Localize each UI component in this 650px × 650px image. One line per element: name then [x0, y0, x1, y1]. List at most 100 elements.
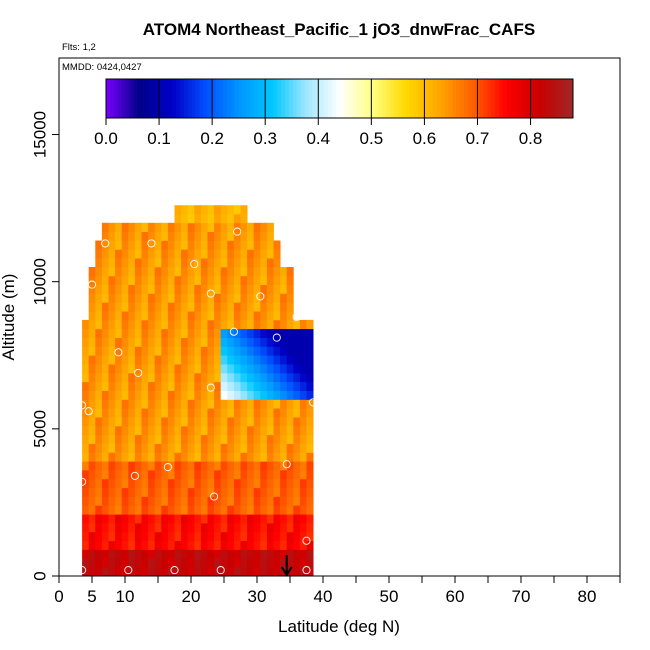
heatmap-cell	[220, 231, 228, 241]
heatmap-cell	[286, 319, 294, 330]
heatmap-cell	[148, 267, 156, 277]
heatmap-cell	[220, 505, 228, 515]
heatmap-cell	[128, 337, 136, 347]
heatmap-cell	[207, 258, 215, 268]
heatmap-cell	[154, 293, 162, 303]
heatmap-cell	[273, 355, 281, 365]
heatmap-cell	[306, 372, 314, 383]
colorbar-tick-label: 0.7	[466, 129, 490, 148]
heatmap-cell	[266, 284, 274, 294]
heatmap-cell	[280, 408, 288, 418]
heatmap-cell	[233, 293, 241, 303]
heatmap-cell	[187, 284, 195, 294]
heatmap-cell	[187, 275, 195, 285]
heatmap-cell	[128, 443, 136, 453]
heatmap-cell	[253, 408, 261, 418]
flight-track-point	[282, 460, 291, 469]
colorbar-segment	[495, 79, 500, 118]
heatmap-cell	[194, 514, 202, 524]
heatmap-cell	[128, 505, 136, 515]
heatmap-cell	[108, 443, 116, 453]
heatmap-cell	[233, 408, 241, 418]
heatmap-cell	[266, 505, 274, 515]
colorbar-segment	[253, 79, 259, 118]
heatmap-cell	[233, 514, 241, 524]
heatmap-cell	[115, 399, 123, 409]
heatmap-cell	[128, 417, 136, 427]
heatmap-cell	[286, 487, 294, 497]
heatmap-cell	[141, 425, 149, 436]
heatmap-cell	[273, 302, 281, 312]
flight-track-point	[256, 292, 265, 301]
heatmap-cell	[253, 417, 261, 427]
heatmap-cell	[167, 267, 175, 277]
colorbar-segment	[487, 79, 492, 118]
heatmap-cell	[82, 461, 90, 471]
y-axis-label: Altitude (m)	[0, 274, 18, 361]
heatmap-cell	[134, 496, 142, 506]
colorbar-segment	[285, 79, 290, 118]
heatmap-cell	[154, 558, 162, 568]
heatmap-cell	[220, 284, 228, 294]
heatmap-cell	[286, 408, 294, 418]
heatmap-cell	[101, 470, 109, 480]
heatmap-cell	[247, 319, 255, 330]
heatmap-cell	[134, 399, 142, 409]
heatmap-cell	[227, 540, 235, 550]
heatmap-cell	[280, 496, 288, 506]
heatmap-cell	[266, 470, 274, 480]
x-tick-label: 40	[314, 587, 333, 606]
heatmap-cell	[220, 452, 228, 462]
heatmap-cell	[181, 328, 189, 338]
heatmap-cell	[194, 549, 202, 559]
heatmap-cell	[181, 505, 189, 515]
colorbar-segment	[172, 79, 177, 118]
colorbar-segment	[545, 79, 551, 118]
heatmap-cell	[233, 425, 241, 436]
heatmap-cell	[108, 337, 116, 347]
heatmap-cell	[121, 258, 129, 268]
heatmap-cell	[121, 267, 129, 277]
heatmap-cell	[207, 443, 215, 453]
colorbar-segment	[246, 79, 251, 118]
heatmap-cell	[134, 381, 142, 391]
heatmap-cell	[121, 549, 129, 559]
heatmap-cell	[181, 487, 189, 497]
heatmap-cell	[253, 319, 261, 330]
heatmap-cell	[260, 425, 268, 436]
heatmap-cell	[214, 337, 222, 347]
heatmap-cell	[121, 364, 129, 374]
heatmap-cell	[247, 531, 255, 542]
heatmap-cell	[95, 461, 103, 471]
flight-track-point	[206, 289, 215, 298]
heatmap-cell	[240, 240, 248, 250]
heatmap-cell	[233, 567, 241, 577]
heatmap-cell	[101, 372, 109, 383]
heatmap-cell	[148, 364, 156, 374]
heatmap-cell	[174, 425, 182, 436]
heatmap-cell	[134, 487, 142, 497]
colorbar-segment	[502, 79, 508, 118]
heatmap-cell	[194, 311, 202, 321]
heatmap-cell	[273, 364, 281, 374]
heatmap-cell	[82, 549, 90, 559]
heatmap-cell	[121, 505, 129, 515]
heatmap-cell	[95, 514, 103, 524]
heatmap-cell	[273, 452, 281, 462]
heatmap-cell	[253, 505, 261, 515]
heatmap-cell	[200, 240, 208, 250]
heatmap-cell	[286, 567, 294, 577]
heatmap-cell	[134, 364, 142, 374]
heatmap-cell	[95, 381, 103, 391]
heatmap-cell	[108, 549, 116, 559]
heatmap-cell	[108, 478, 116, 489]
heatmap-cell	[121, 470, 129, 480]
heatmap-cell	[148, 249, 156, 259]
colorbar-segment	[218, 79, 224, 118]
heatmap-cell	[273, 240, 281, 250]
heatmap-cell	[253, 540, 261, 550]
colorbar-segment	[358, 79, 364, 118]
heatmap-cell	[115, 523, 123, 533]
heatmap-cell	[115, 381, 123, 391]
heatmap-cell	[187, 496, 195, 506]
